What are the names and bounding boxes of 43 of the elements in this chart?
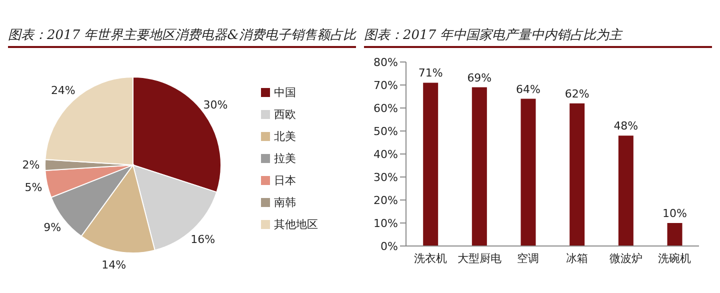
x-tick-label: 空调 (517, 252, 540, 265)
bar (520, 98, 536, 246)
y-tick-label: 0% (380, 240, 398, 253)
y-tick-label: 50% (374, 124, 398, 138)
x-tick-label: 洗衣机 (414, 252, 447, 265)
x-tick-label: 大型厨电 (457, 252, 502, 265)
data-label: 71% (418, 66, 443, 80)
x-tick-label: 冰箱 (566, 252, 588, 265)
data-label: 10% (662, 207, 687, 220)
data-label: 14% (102, 258, 126, 272)
legend-label: 西欧 (274, 108, 296, 121)
y-tick-label: 60% (374, 102, 398, 115)
bar (472, 87, 487, 246)
x-tick-label: 洗碗机 (658, 252, 692, 265)
y-tick-label: 10% (374, 216, 398, 230)
legend-label: 南韩 (274, 196, 296, 209)
bar (618, 136, 634, 246)
data-label: 9% (44, 221, 62, 234)
data-label: 2% (22, 158, 40, 172)
data-label: 69% (467, 71, 492, 84)
y-tick-label: 70% (374, 78, 398, 92)
y-tick-label: 20% (374, 194, 398, 207)
x-tick-label: 微波炉 (609, 252, 642, 265)
data-label: 62% (564, 87, 590, 100)
y-tick-label: 40% (374, 148, 398, 161)
bar (667, 223, 682, 246)
legend-label: 中国 (274, 86, 296, 99)
bar (570, 103, 585, 246)
y-tick-label: 30% (374, 170, 398, 184)
legend-label: 北美 (274, 130, 296, 143)
data-label: 64% (516, 82, 540, 96)
legend-label: 其他地区 (274, 218, 318, 231)
data-label: 30% (203, 98, 228, 112)
data-label: 16% (190, 232, 216, 246)
legend-label: 拉美 (274, 152, 296, 165)
chart-title: 图表：2017 年世界主要地区消费电器&消费电子销售额占比 (8, 27, 356, 44)
data-label: 48% (614, 120, 638, 133)
data-label: 5% (24, 180, 42, 194)
data-label: 24% (50, 84, 76, 98)
y-tick-label: 80% (374, 56, 398, 69)
chart-title: 图表：2017 年中国家电产量中内销占比为主 (364, 27, 622, 44)
bar (423, 82, 438, 246)
legend-label: 日本 (274, 174, 296, 187)
